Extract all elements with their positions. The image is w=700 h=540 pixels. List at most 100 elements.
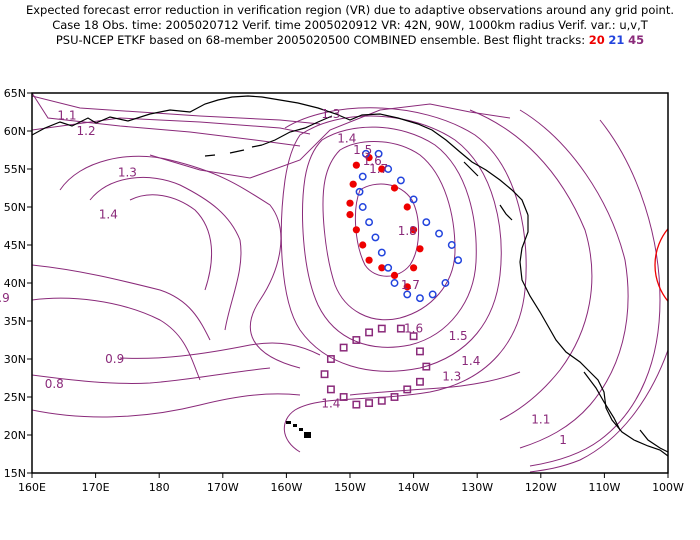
contour-label: 1.4 bbox=[461, 354, 480, 368]
track-point bbox=[409, 195, 418, 204]
track-point bbox=[416, 294, 424, 303]
coastlines bbox=[32, 95, 668, 457]
track-point bbox=[422, 362, 431, 371]
contour-1-2-east bbox=[519, 109, 629, 449]
track-point bbox=[361, 149, 370, 158]
hawaii-island-2 bbox=[293, 424, 297, 427]
track-point bbox=[346, 211, 354, 219]
track-point bbox=[390, 184, 399, 192]
lon-tick-label: 150W bbox=[334, 481, 366, 494]
track-point bbox=[365, 256, 373, 264]
contour-0-9 bbox=[32, 297, 201, 381]
lat-tick-label: 55N bbox=[4, 163, 26, 176]
track-point bbox=[339, 343, 348, 352]
track-label-45: 45 bbox=[628, 33, 645, 47]
track-point bbox=[365, 328, 374, 337]
contour-label: 1.7 bbox=[401, 278, 420, 292]
track-point bbox=[384, 263, 393, 272]
hawaii-island-4 bbox=[304, 432, 311, 438]
contour-1-1 bbox=[32, 95, 321, 125]
track-point bbox=[447, 241, 456, 249]
lon-tick-label: 100W bbox=[652, 481, 684, 494]
flight-track-20 bbox=[346, 154, 424, 291]
lon-tick-label: 130W bbox=[461, 481, 493, 494]
contour-label: 1.1 bbox=[531, 413, 550, 427]
hawaii-island-3 bbox=[299, 428, 303, 431]
track-point bbox=[365, 218, 374, 227]
track-point bbox=[346, 199, 354, 207]
coast-baja bbox=[583, 371, 621, 431]
track-point bbox=[374, 149, 383, 158]
track-point bbox=[320, 370, 329, 379]
contour-label: 1.4 bbox=[321, 397, 340, 411]
ensemble-info-text: PSU-NCEP ETKF based on 68-member 2005020… bbox=[55, 33, 586, 47]
contour-1-3-west bbox=[59, 155, 301, 369]
map-title: Expected forecast error reduction in ver… bbox=[25, 3, 675, 17]
lat-tick-label: 25N bbox=[4, 391, 26, 404]
coast-alaska bbox=[32, 95, 529, 216]
track-point bbox=[403, 283, 411, 291]
lat-tick-label: 20N bbox=[4, 429, 26, 442]
hawaii-island-1 bbox=[286, 421, 291, 424]
coast-alaska-peninsula bbox=[261, 115, 333, 146]
track-point bbox=[435, 229, 443, 238]
track-point bbox=[410, 226, 418, 234]
flight-track-21 bbox=[355, 149, 463, 303]
track-point bbox=[352, 226, 360, 234]
contour-label: 1.3 bbox=[442, 369, 461, 383]
track-point bbox=[416, 347, 424, 356]
lon-tick-label: 140W bbox=[398, 481, 430, 494]
coast-west-us bbox=[519, 215, 668, 457]
track-point bbox=[352, 336, 361, 344]
track-point bbox=[396, 324, 405, 333]
track-point bbox=[403, 385, 412, 394]
contour-label: 1.3 bbox=[118, 166, 137, 180]
lat-tick-label: 50N bbox=[4, 201, 26, 214]
track-point bbox=[326, 385, 335, 394]
contour-label: 1.7 bbox=[369, 162, 388, 176]
longitude-ticks: 160E 170E 180 170W 160W 150W 140W 130W 120W 110W 1… bbox=[18, 473, 684, 494]
contour-label: 1.1 bbox=[57, 109, 76, 123]
track-point bbox=[422, 218, 431, 227]
contour-1-6-ring bbox=[302, 126, 477, 348]
contour-1-2 bbox=[32, 117, 311, 135]
contour-0-8 bbox=[32, 367, 271, 384]
track-point bbox=[352, 161, 360, 169]
track-point bbox=[352, 400, 361, 409]
track-point bbox=[428, 290, 437, 299]
contour-label: 1.4 bbox=[99, 207, 118, 221]
track-label-21: 21 bbox=[608, 33, 625, 47]
track-point bbox=[349, 180, 357, 188]
lat-tick-label: 65N bbox=[4, 87, 26, 100]
coast-aleutians bbox=[204, 144, 263, 157]
contour-lines bbox=[32, 93, 668, 473]
track-point bbox=[454, 256, 463, 265]
track-point bbox=[358, 203, 367, 211]
track-point bbox=[403, 203, 411, 211]
track-label-20: 20 bbox=[588, 33, 605, 47]
track-point bbox=[377, 248, 386, 257]
track-point bbox=[441, 279, 450, 287]
track-point bbox=[339, 393, 348, 401]
contour-1-5-ring bbox=[280, 115, 502, 372]
track-point bbox=[390, 393, 399, 401]
lon-tick-label: 170W bbox=[207, 481, 239, 494]
hawaii-islands bbox=[286, 421, 311, 438]
verification-region-circle bbox=[654, 227, 668, 303]
contour-0-9-b bbox=[119, 342, 321, 359]
contour-1-east bbox=[529, 349, 668, 473]
track-point bbox=[358, 172, 367, 181]
lon-tick-label: 120W bbox=[525, 481, 557, 494]
contour-1-1-east bbox=[529, 119, 661, 467]
lon-tick-label: 180 bbox=[149, 481, 170, 494]
contour-1-4-ring bbox=[283, 107, 527, 453]
contour-label: 1.6 bbox=[404, 321, 423, 335]
track-point bbox=[326, 355, 335, 363]
contour-labels: 1.11.21.31.41.51.61.71.31.41.810.91.71.6… bbox=[0, 107, 567, 447]
flight-tracks bbox=[320, 149, 463, 409]
contour-label: 0.9 bbox=[105, 352, 124, 366]
contour-1-3 bbox=[149, 103, 511, 179]
contour-1-4-inner bbox=[32, 93, 301, 147]
track-point bbox=[390, 279, 399, 287]
